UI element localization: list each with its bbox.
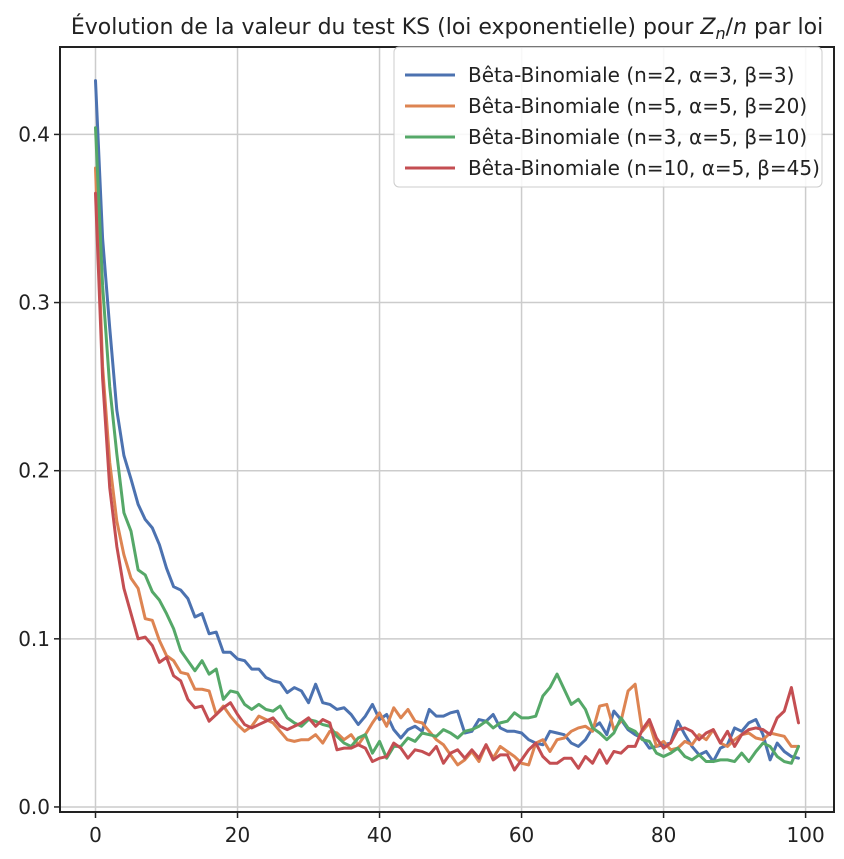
series-group	[94, 79, 800, 772]
series-line-4	[94, 191, 800, 772]
series-line-2	[94, 166, 800, 767]
x-tick-label: 100	[787, 823, 825, 847]
legend-frame	[393, 46, 823, 188]
title-var-n: n	[733, 15, 747, 40]
x-tick-label: 40	[367, 823, 392, 847]
title-slash: /	[726, 15, 734, 40]
y-tick-label: 0.0	[18, 795, 50, 819]
y-tick-label: 0.4	[18, 122, 50, 146]
title-var-subscript: n	[716, 24, 726, 43]
x-tick-label: 20	[225, 823, 250, 847]
series-line-3	[94, 126, 800, 765]
y-tick-label: 0.2	[18, 459, 50, 483]
ticks: 0 20 40 60 80 100 0.0 0.1 0.2 0.3 0.4	[18, 122, 825, 847]
legend-label-4: Bêta-Binomiale (n=10, α=5, β=45)	[468, 156, 820, 180]
legend-items: Bêta-Binomiale (n=2, α=3, β=3) Bêta-Binom…	[405, 63, 820, 180]
title-prefix: Évolution de la valeur du test KS (loi e…	[71, 14, 701, 40]
title-suffix: par loi	[747, 15, 823, 40]
x-tick-label: 60	[509, 823, 534, 847]
legend-label-3: Bêta-Binomiale (n=3, α=5, β=10)	[468, 125, 807, 149]
y-tick-label: 0.3	[18, 291, 50, 315]
x-tick-label: 80	[651, 823, 676, 847]
y-tick-label: 0.1	[18, 627, 50, 651]
x-tick-label: 0	[89, 823, 102, 847]
chart-title: Évolution de la valeur du test KS (loi e…	[71, 14, 823, 43]
legend-label-2: Bêta-Binomiale (n=5, α=5, β=20)	[468, 94, 807, 118]
title-var-z: Z	[699, 15, 716, 40]
legend: Bêta-Binomiale (n=2, α=3, β=3) Bêta-Binom…	[393, 46, 823, 188]
legend-label-1: Bêta-Binomiale (n=2, α=3, β=3)	[468, 63, 794, 87]
